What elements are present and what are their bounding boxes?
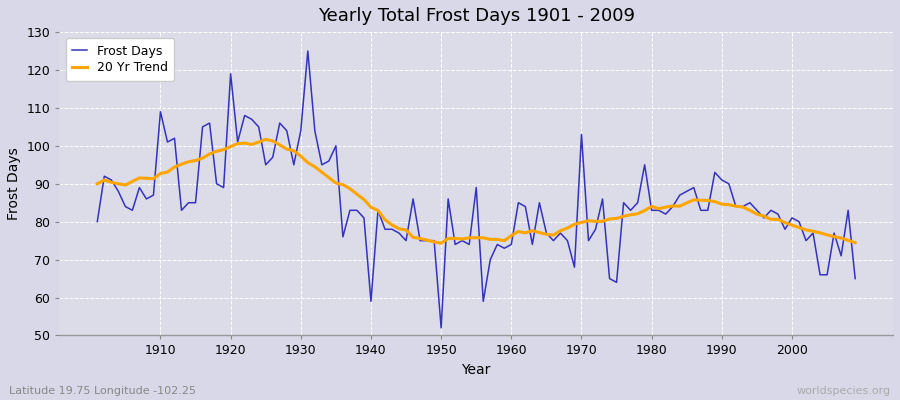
Line: Frost Days: Frost Days [97, 51, 855, 328]
Y-axis label: Frost Days: Frost Days [7, 147, 21, 220]
Frost Days [604, 276, 615, 281]
20 Yr Trend [310, 164, 320, 169]
20 Yr Trend [436, 241, 446, 246]
20 Yr Trend [850, 240, 860, 245]
20 Yr Trend [92, 181, 103, 186]
Line: 20 Yr Trend: 20 Yr Trend [97, 139, 855, 243]
Frost Days [850, 276, 860, 281]
20 Yr Trend [148, 176, 158, 181]
Frost Days [92, 219, 103, 224]
Frost Days [302, 49, 313, 54]
Text: Latitude 19.75 Longitude -102.25: Latitude 19.75 Longitude -102.25 [9, 386, 196, 396]
Title: Yearly Total Frost Days 1901 - 2009: Yearly Total Frost Days 1901 - 2009 [318, 7, 634, 25]
20 Yr Trend [604, 216, 615, 221]
Frost Days [436, 326, 446, 330]
Frost Days [513, 200, 524, 205]
Frost Days [520, 204, 531, 209]
20 Yr Trend [352, 192, 363, 197]
Legend: Frost Days, 20 Yr Trend: Frost Days, 20 Yr Trend [66, 38, 175, 80]
20 Yr Trend [260, 137, 271, 142]
Frost Days [310, 128, 320, 133]
20 Yr Trend [520, 230, 531, 235]
20 Yr Trend [513, 229, 524, 234]
Frost Days [148, 193, 158, 198]
Frost Days [352, 208, 363, 213]
Text: worldspecies.org: worldspecies.org [796, 386, 891, 396]
X-axis label: Year: Year [462, 363, 490, 377]
